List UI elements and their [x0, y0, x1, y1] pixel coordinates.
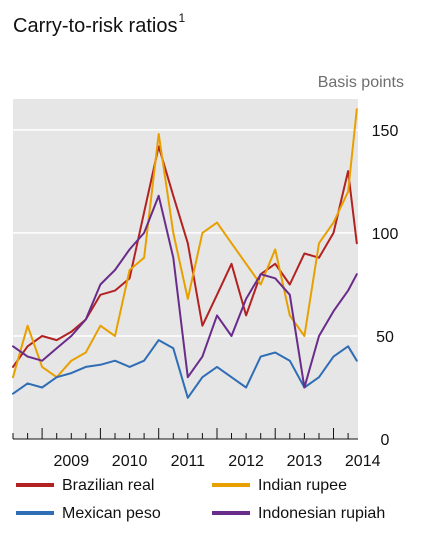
series-line-indian-rupee: [12, 108, 358, 379]
legend-label-mexican-peso: Mexican peso: [62, 505, 161, 522]
x-tick-label: 2013: [287, 453, 323, 470]
x-tick-label: 2011: [171, 453, 206, 470]
y-tick-label: 150: [372, 123, 399, 140]
legend: Brazilian real Indian rupee Mexican peso In…: [16, 477, 385, 522]
legend-label-brazilian-real: Brazilian real: [62, 477, 154, 494]
y-tick-label: 0: [381, 432, 390, 449]
chart-title-footnote: 1: [179, 11, 186, 25]
legend-label-indonesian-rupiah: Indonesian rupiah: [258, 505, 385, 522]
x-tick-label: 2014: [345, 453, 381, 470]
series-line-indonesian-rupiah: [12, 194, 358, 389]
unit-label: Basis points: [318, 74, 404, 91]
series-line-brazilian-real: [12, 145, 358, 368]
x-tick-label: 2009: [54, 453, 90, 470]
x-tick-label: 2012: [228, 453, 264, 470]
y-tick-label: 50: [376, 329, 394, 346]
chart-title: Carry-to-risk ratios: [13, 15, 177, 37]
axis-ticks: 0 50 100 150 2009 2010 2011 2012 2013 2014: [12, 123, 399, 470]
y-tick-label: 100: [372, 226, 399, 243]
x-tick-label: 2010: [112, 453, 148, 470]
legend-label-indian-rupee: Indian rupee: [258, 477, 347, 494]
series-lines: [12, 108, 358, 399]
